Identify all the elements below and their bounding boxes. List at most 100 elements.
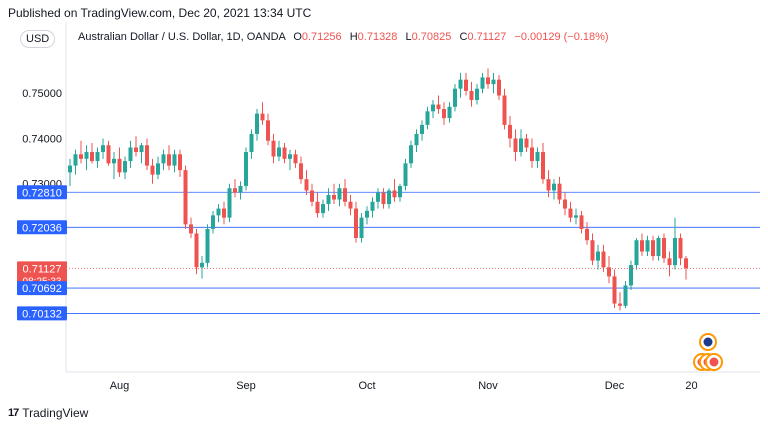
candle-body (508, 124, 512, 139)
candle-body (447, 106, 452, 119)
price-tag-box (17, 306, 67, 321)
candle-body (255, 113, 259, 134)
candle-body (84, 152, 89, 159)
candle-body (491, 79, 496, 85)
candle-body (557, 183, 562, 200)
candle-body (409, 145, 413, 164)
legend-title: Australian Dollar / U.S. Dollar, 1D, OAN… (78, 31, 286, 43)
candle-body (343, 188, 347, 202)
candle-body (596, 251, 600, 261)
candle-body (370, 201, 375, 211)
candle-body (249, 133, 254, 153)
candle-body (233, 188, 237, 193)
candle-body (667, 258, 672, 266)
candle-body (172, 154, 177, 166)
candle-body (189, 224, 193, 234)
candle-body (205, 228, 210, 263)
candle-body (420, 124, 424, 134)
candle-body (150, 165, 155, 175)
candle-body (469, 90, 474, 101)
x-tick-label: Oct (358, 380, 375, 392)
candles-layer (68, 68, 688, 311)
candle-body (414, 133, 419, 146)
candle-body (684, 258, 688, 269)
candle-body (502, 95, 507, 125)
candle-body (436, 104, 441, 110)
x-tick-label: Aug (110, 380, 130, 392)
candle-body (332, 195, 336, 200)
candle-body (337, 188, 342, 200)
candle-body (68, 165, 72, 173)
candle-body (90, 152, 94, 162)
published-header: Published on TradingView.com, Dec 20, 20… (8, 6, 312, 20)
currency-badge[interactable]: USD (20, 30, 56, 48)
candle-body (645, 240, 650, 252)
candle-body (321, 204, 325, 214)
candle-body (359, 217, 364, 238)
candle-body (662, 237, 666, 259)
candle-body (458, 79, 463, 89)
candle-body (629, 265, 633, 286)
candle-body (288, 154, 292, 159)
candle-body (623, 285, 628, 306)
candle-body (139, 145, 144, 153)
x-tick-label: Nov (478, 380, 498, 392)
close-value: 0.71127 (467, 31, 507, 43)
footer: 17 TradingView (8, 406, 88, 420)
candle-body (178, 154, 182, 171)
candle-body (464, 79, 468, 91)
candle-body (299, 163, 303, 180)
candle-body (304, 179, 309, 191)
candle-body (398, 185, 402, 198)
price-tag-box (17, 220, 67, 235)
candle-body (117, 158, 122, 173)
candle-body (211, 215, 215, 229)
candle-body (579, 215, 584, 229)
candle-body (134, 147, 138, 153)
candle-body (194, 233, 199, 268)
candle-body (535, 152, 540, 162)
low-label: L (405, 31, 412, 43)
candle-body (552, 183, 556, 191)
y-tick-label: 0.74000 (22, 133, 62, 145)
candle-body (524, 138, 529, 148)
candle-body (618, 303, 622, 306)
candle-body (519, 138, 523, 153)
horizontal-levels (66, 191, 760, 314)
event-markers (693, 333, 723, 371)
candle-body (277, 147, 281, 157)
candle-body (200, 262, 204, 268)
price-tag-label: 0.71127 (23, 263, 62, 275)
candle-body (310, 190, 314, 202)
candle-body (403, 163, 408, 186)
candle-body (651, 240, 655, 257)
candle-body (546, 179, 551, 191)
candle-body (95, 152, 100, 162)
candle-body (601, 251, 606, 268)
candle-body (640, 240, 644, 252)
price-tag-label: 0.72810 (22, 187, 62, 199)
candle-body (167, 154, 171, 166)
price-tag-label: 0.72036 (22, 222, 62, 234)
candle-body (634, 240, 639, 266)
price-tag-box (17, 261, 67, 288)
low-value: 0.70825 (411, 31, 452, 43)
price-tags: 0.728100.720360.7112708:25:330.706920.70… (17, 185, 67, 321)
candle-body (161, 154, 166, 164)
candle-body (266, 120, 270, 141)
high-value: 0.71328 (357, 31, 398, 43)
time-axis: Aug Sep Oct Nov Dec 20 (110, 380, 698, 392)
candle-body (425, 111, 430, 125)
candle-body (530, 147, 534, 162)
candle-body (678, 237, 683, 259)
candle-body (590, 240, 595, 261)
candle-body (106, 145, 111, 164)
candle-body (260, 113, 265, 121)
tradingview-logo-icon: 17 (8, 407, 19, 419)
candle-body (101, 145, 105, 153)
candle-body (392, 190, 397, 198)
footer-brand[interactable]: TradingView (22, 406, 89, 420)
candle-body (123, 161, 127, 173)
